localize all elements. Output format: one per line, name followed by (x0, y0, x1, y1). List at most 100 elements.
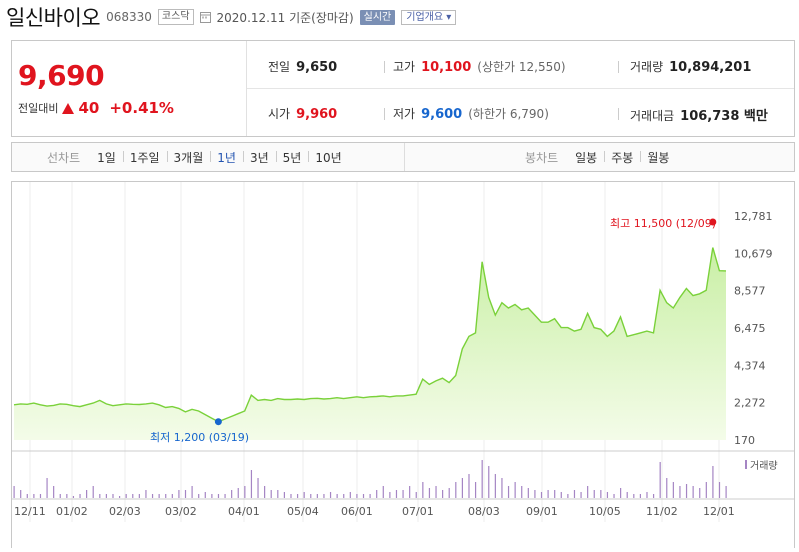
volume-bar (573, 490, 576, 498)
divider (384, 61, 385, 73)
volume-bar (488, 466, 490, 498)
volume-bar (39, 494, 42, 498)
y-tick-label: 12,781 (734, 210, 773, 223)
tab-10y[interactable]: 10년 (308, 149, 348, 166)
x-tick-label: 07/01 (402, 505, 434, 518)
volume-bar (468, 474, 470, 498)
volume-bar (580, 492, 582, 498)
y-tick-label: 4,374 (734, 359, 766, 372)
volume-bar (151, 494, 154, 498)
volume-bar (514, 482, 516, 498)
date-text: 2020.12.11 기준(장마감) (216, 10, 354, 25)
tab-1y[interactable]: 1년 (210, 149, 243, 166)
volume-bar (231, 490, 233, 498)
volume-bar (171, 494, 173, 498)
volume-bar (316, 494, 318, 498)
chart-tabbar: 선차트 1일 1주일 3개월 1년 3년 5년 10년 봉차트 일봉 주봉 월봉 (11, 142, 795, 172)
volume-bar (118, 496, 121, 498)
volume-bar (718, 482, 721, 498)
price-line (13, 247, 727, 423)
tab-daily[interactable]: 일봉 (575, 150, 598, 165)
tab-1w[interactable]: 1주일 (122, 149, 167, 166)
volume-bar (46, 478, 48, 498)
change-label: 전일대비 (18, 102, 59, 115)
tab-3m[interactable]: 3개월 (166, 149, 211, 166)
row-divider (247, 88, 794, 89)
y-tick-label: 170 (734, 434, 755, 447)
volume-bar (79, 494, 81, 498)
company-overview-button[interactable]: 기업개요 ▾ (401, 9, 457, 25)
volume-bar (224, 494, 226, 498)
volume-bar (138, 494, 140, 498)
volume-bar (672, 482, 674, 498)
realtime-button[interactable]: 실시간 (359, 9, 396, 25)
current-price: 9,690 (18, 59, 105, 92)
tab-3y[interactable]: 3년 (242, 149, 276, 166)
x-tick-label: 02/03 (109, 505, 141, 518)
volume-bar (376, 490, 378, 498)
volume-bar (712, 466, 714, 498)
volume-bar (448, 488, 450, 498)
volume-bar (626, 492, 628, 498)
x-tick-label: 09/01 (526, 505, 558, 518)
up-arrow-icon (62, 102, 75, 114)
y-tick-label: 8,577 (734, 285, 766, 298)
candle-chart-tabs: 봉차트 일봉 주봉 월봉 (405, 143, 676, 171)
chart-area: 12,781 10,679 8,577 6,475 4,374 2,272 170 최고 11… (11, 181, 795, 548)
volume-bar (442, 490, 444, 498)
volume-bar (125, 494, 127, 498)
x-tick-label: 10/05 (589, 505, 621, 518)
low-price: 저가 9,600 (하한가 6,790) (393, 107, 549, 122)
volume-bar (296, 494, 299, 498)
tab-5y[interactable]: 5년 (275, 149, 309, 166)
tab-1d[interactable]: 1일 (97, 150, 116, 165)
volume: 거래량 10,894,201 (630, 60, 752, 75)
prev-close: 전일 9,650 (268, 60, 338, 75)
divider (618, 61, 619, 73)
volume-bar (527, 488, 529, 498)
x-tick-label: 03/02 (165, 505, 197, 518)
volume-bar (699, 488, 701, 498)
divider (384, 108, 385, 120)
volume-bar (178, 490, 180, 498)
price-summary: 9,690 전일대비 40 +0.41% 전일 9,650 고가 10,100 … (11, 40, 795, 137)
change-amount: 40 (78, 99, 100, 117)
volume-bar (191, 486, 193, 498)
low-marker (214, 418, 222, 426)
volume-bar (145, 490, 147, 498)
calendar-icon (199, 12, 211, 23)
volume-bar (455, 482, 457, 498)
volume-bar (264, 486, 266, 498)
volume-bar (560, 492, 562, 498)
volume-bar (521, 486, 523, 498)
volume-bar (343, 494, 345, 498)
volume-bar (132, 494, 134, 498)
tab-monthly[interactable]: 월봉 (640, 149, 676, 166)
volume-bar (501, 478, 503, 498)
volume-bar (587, 486, 589, 498)
market-badge: 코스닥 (157, 9, 194, 25)
volume-bar (336, 494, 338, 498)
volume-bar (356, 494, 358, 498)
y-tick-label: 10,679 (734, 247, 773, 260)
volume-bar (659, 462, 661, 498)
change-percent: +0.41% (109, 99, 174, 117)
price-chart[interactable]: 12,781 10,679 8,577 6,475 4,374 2,272 170 최고 11… (12, 182, 794, 549)
volume-bar (158, 494, 160, 498)
volume-bar (415, 492, 417, 498)
volume-bar (567, 494, 569, 498)
line-chart-title: 선차트 (47, 150, 81, 165)
stock-code: 068330 (106, 10, 152, 24)
volume-bar (474, 482, 477, 498)
volume-bar (692, 486, 694, 498)
stock-name: 일신바이오 (6, 6, 101, 30)
volume-bar (620, 488, 622, 498)
volume-bar (59, 494, 61, 498)
open-price: 시가 9,960 (268, 107, 338, 122)
x-tick-label: 05/04 (287, 505, 319, 518)
volume-bar (237, 488, 239, 498)
volume-bar (547, 490, 549, 498)
volume-bar (184, 490, 187, 498)
volume-bar (13, 486, 15, 498)
tab-weekly[interactable]: 주봉 (604, 149, 640, 166)
